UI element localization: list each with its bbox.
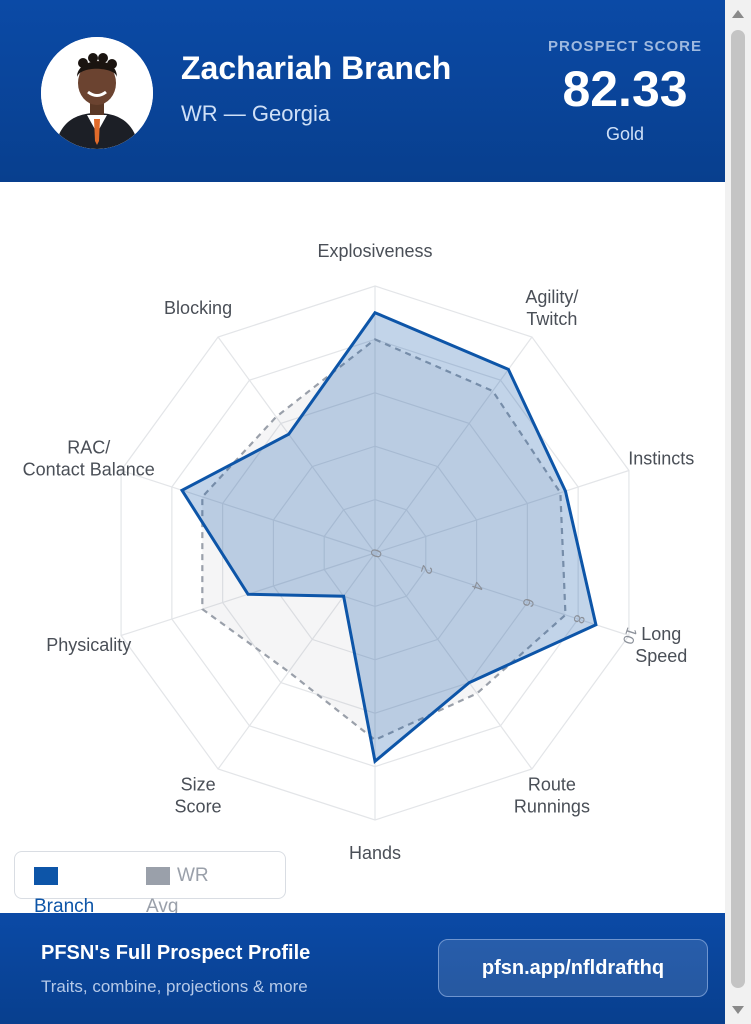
grid-spoke: [374, 552, 630, 637]
axis-label: Twitch: [526, 309, 577, 329]
footer-subtitle: Traits, combine, projections & more: [41, 977, 308, 996]
prospect-score-tier: Gold: [605, 124, 645, 144]
card-header: Zachariah Branch WR — Georgia PROSPECT S…: [0, 0, 725, 182]
footer-title: PFSN's Full Prospect Profile: [41, 942, 311, 964]
prospect-score-value: 82.33: [562, 61, 688, 117]
series-branch: [179, 310, 598, 765]
axis-label: Score: [175, 796, 222, 816]
legend-label-avg: Avg: [146, 896, 179, 917]
profile-link-button[interactable]: pfsn.app/nfldrafthq: [438, 939, 708, 997]
grid-spoke: [120, 469, 376, 554]
scroll-down-arrow-icon[interactable]: [732, 1006, 744, 1014]
scrollbar-thumb[interactable]: [731, 30, 745, 988]
chart-legend: Branch WR Avg: [14, 851, 286, 917]
player-photo-icon: [41, 37, 153, 149]
player-name: Zachariah Branch: [181, 50, 452, 86]
axis-label: Size: [181, 774, 216, 794]
radar-axis-labels: Explosiveness Agility/Twitch Instincts Long…: [23, 241, 695, 863]
axis-label: Blocking: [164, 298, 232, 318]
legend-swatch-wr-avg: [146, 867, 170, 885]
legend-label-branch: Branch: [34, 896, 95, 917]
grid-spoke: [374, 336, 533, 554]
scroll-up-arrow-icon[interactable]: [732, 10, 744, 18]
radar-series: [179, 310, 598, 765]
axis-label: Runnings: [514, 796, 590, 816]
axis-label: Physicality: [46, 635, 131, 655]
player-avatar: [41, 37, 153, 149]
radar-grid: [120, 285, 630, 821]
prospect-card: Zachariah Branch WR — Georgia PROSPECT S…: [0, 0, 725, 1024]
legend-label-wr: WR: [177, 865, 209, 886]
axis-label: Long: [641, 624, 681, 644]
axis-label: Agility/: [525, 287, 578, 307]
axis-label: Route: [528, 774, 576, 794]
grid-spoke: [374, 469, 630, 554]
axis-label: Contact Balance: [23, 460, 155, 480]
prospect-score-label: PROSPECT SCORE: [547, 38, 703, 55]
axis-label: Instincts: [628, 449, 694, 469]
legend-swatch-branch: [34, 867, 58, 885]
player-position-school: WR — Georgia: [181, 101, 331, 126]
axis-label: Hands: [349, 843, 401, 863]
axis-label: Speed: [635, 646, 687, 666]
series-wr-avg: [201, 338, 567, 742]
card-footer: PFSN's Full Prospect Profile Traits, com…: [0, 913, 725, 1024]
axis-label: RAC/: [67, 438, 110, 458]
grid-spoke: [217, 552, 376, 770]
vertical-scrollbar[interactable]: [725, 0, 751, 1024]
axis-label: Explosiveness: [317, 241, 432, 261]
tick-label: 10: [619, 625, 640, 646]
grid-spoke: [217, 336, 376, 554]
grid-spoke: [374, 552, 533, 770]
